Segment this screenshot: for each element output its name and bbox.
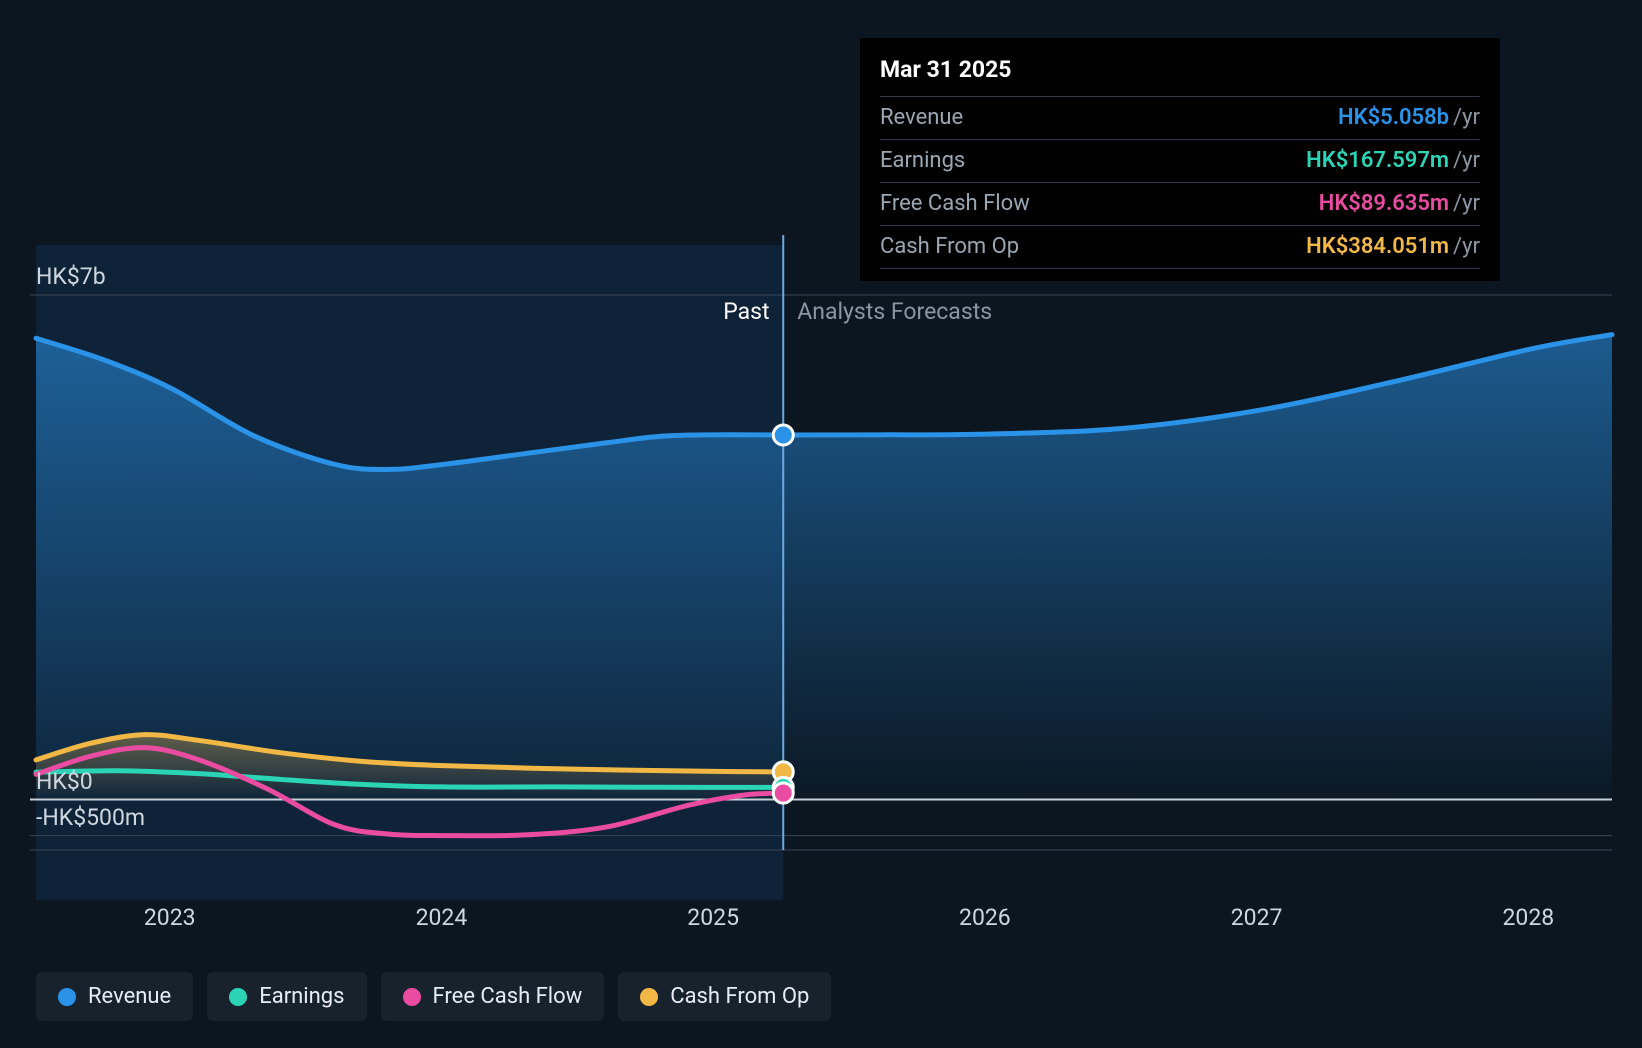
legend-dot-icon — [403, 988, 421, 1006]
tooltip-date: Mar 31 2025 — [880, 52, 1480, 96]
tooltip-unit: /yr — [1453, 191, 1480, 216]
period-label-past: Past — [723, 298, 769, 325]
tooltip-label: Earnings — [880, 144, 965, 178]
tooltip-value: HK$5.058b — [1338, 105, 1449, 130]
tooltip-row-earnings: Earnings HK$167.597m/yr — [880, 139, 1480, 182]
tooltip-unit: /yr — [1453, 105, 1480, 130]
x-axis-label: 2026 — [959, 904, 1011, 931]
tooltip-row-revenue: Revenue HK$5.058b/yr — [880, 96, 1480, 139]
chart-legend: Revenue Earnings Free Cash Flow Cash From O… — [36, 972, 831, 1021]
tooltip-label: Revenue — [880, 101, 963, 135]
tooltip-value: HK$167.597m — [1306, 148, 1449, 173]
tooltip-value: HK$89.635m — [1319, 191, 1449, 216]
period-label-forecast: Analysts Forecasts — [797, 298, 992, 325]
financial-forecast-chart: { "chart": { "type": "line-area", "backg… — [0, 0, 1642, 1048]
legend-dot-icon — [58, 988, 76, 1006]
legend-dot-icon — [640, 988, 658, 1006]
x-axis-label: 2027 — [1231, 904, 1283, 931]
x-axis-label: 2023 — [144, 904, 196, 931]
tooltip-row-fcf: Free Cash Flow HK$89.635m/yr — [880, 182, 1480, 225]
legend-label: Free Cash Flow — [433, 984, 583, 1009]
x-axis-label: 2025 — [687, 904, 739, 931]
legend-item-earnings[interactable]: Earnings — [207, 972, 366, 1021]
hover-tooltip: Mar 31 2025 Revenue HK$5.058b/yr Earning… — [860, 38, 1500, 281]
y-axis-label: HK$7b — [36, 263, 106, 290]
y-axis-label: -HK$500m — [36, 804, 145, 831]
tooltip-label: Free Cash Flow — [880, 187, 1030, 221]
legend-label: Revenue — [88, 984, 171, 1009]
y-axis-label: HK$0 — [36, 768, 93, 795]
legend-dot-icon — [229, 988, 247, 1006]
x-axis-label: 2024 — [416, 904, 468, 931]
tooltip-row-cfo: Cash From Op HK$384.051m/yr — [880, 225, 1480, 269]
legend-label: Earnings — [259, 984, 344, 1009]
tooltip-unit: /yr — [1453, 148, 1480, 173]
legend-item-free-cash-flow[interactable]: Free Cash Flow — [381, 972, 605, 1021]
x-axis-label: 2028 — [1502, 904, 1554, 931]
tooltip-value: HK$384.051m — [1306, 234, 1449, 259]
tooltip-unit: /yr — [1453, 234, 1480, 259]
legend-label: Cash From Op — [670, 984, 809, 1009]
legend-item-revenue[interactable]: Revenue — [36, 972, 193, 1021]
tooltip-label: Cash From Op — [880, 230, 1019, 264]
legend-item-cash-from-op[interactable]: Cash From Op — [618, 972, 831, 1021]
